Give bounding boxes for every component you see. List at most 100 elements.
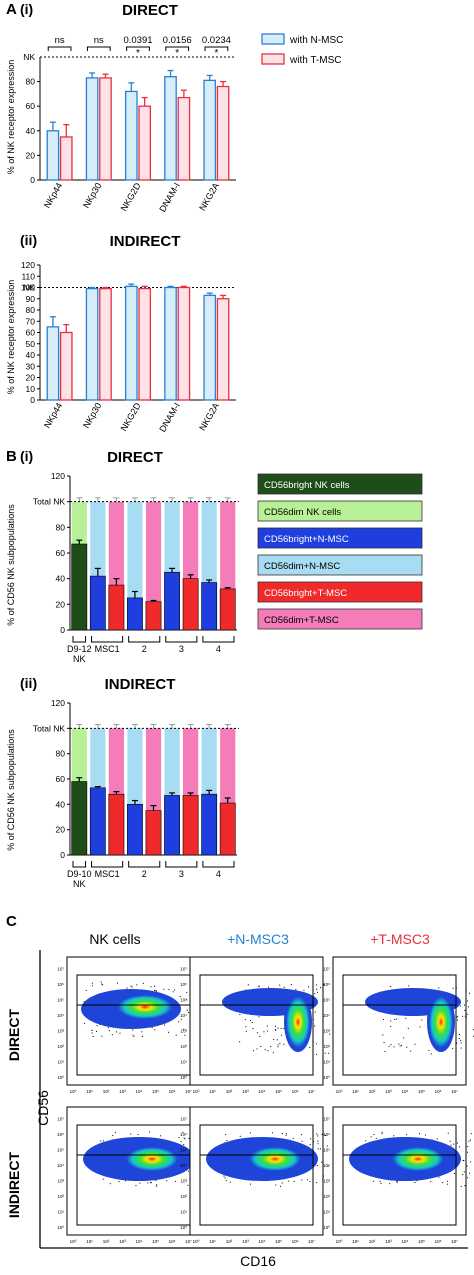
y-tick-label: 120 <box>51 698 65 708</box>
facs-event-dot <box>175 1034 177 1036</box>
bar-n-msc <box>46 326 60 401</box>
facs-y-tick: 10⁵ <box>323 998 330 1003</box>
facs-event-dot <box>323 984 325 986</box>
bar-n-msc <box>203 294 217 401</box>
facs-event-dot <box>258 985 260 987</box>
bar-bright-segment <box>201 793 218 856</box>
facs-event-dot <box>111 1034 113 1036</box>
legend-label: CD56dim NK cells <box>264 507 341 518</box>
bar-t-msc <box>216 85 230 181</box>
facs-event-dot <box>154 989 156 991</box>
bar-bright-segment <box>108 793 125 856</box>
facs-x-tick: 10² <box>369 1239 376 1244</box>
facs-event-dot <box>251 1021 253 1023</box>
facs-x-tick: 10⁴ <box>259 1239 266 1244</box>
facs-event-dot <box>285 1134 287 1136</box>
facs-event-dot <box>260 1046 262 1048</box>
facs-y-tick: 10⁵ <box>323 1148 330 1153</box>
bar-bright-segment <box>164 795 180 856</box>
x-tick-label: NKG2A <box>197 181 221 212</box>
facs-event-dot <box>301 1134 303 1136</box>
y-tick-label: 20 <box>56 599 66 609</box>
bar-bright-segment <box>127 804 143 856</box>
facs-event-dot <box>268 986 270 988</box>
facs-event-dot <box>322 1179 324 1181</box>
facs-event-dot <box>464 1185 466 1187</box>
facs-event-dot <box>179 996 181 998</box>
panel-c-row1-label: DIRECT <box>6 1009 22 1062</box>
facs-y-tick: 10⁶ <box>57 982 64 987</box>
bar-t-msc <box>177 96 191 181</box>
facs-event-dot <box>380 1182 382 1184</box>
facs-event-dot <box>326 1145 328 1147</box>
panel-c-row2-label: INDIRECT <box>6 1152 22 1219</box>
facs-event-dot <box>460 1047 462 1049</box>
facs-event-dot <box>224 1177 226 1179</box>
facs-event-dot <box>315 984 317 986</box>
facs-event-dot <box>388 1045 390 1047</box>
facs-event-dot <box>467 1177 469 1179</box>
facs-x-tick: 10⁰ <box>193 1089 200 1094</box>
facs-event-dot <box>245 1030 247 1032</box>
group-label: MSC1 <box>95 644 120 654</box>
facs-event-dot <box>266 1025 268 1027</box>
facs-event-dot <box>180 1141 182 1143</box>
facs-y-tick: 10¹ <box>57 1210 64 1215</box>
facs-event-dot <box>317 1148 319 1150</box>
x-tick-label: DNAM-I <box>157 401 182 434</box>
bar-bright-segment <box>145 810 162 856</box>
facs-event-dot <box>464 1004 466 1006</box>
facs-event-dot <box>275 1029 277 1031</box>
facs-x-tick: 10² <box>369 1089 376 1094</box>
x-tick-label: NKp30 <box>81 401 103 430</box>
legend-label: with T-MSC <box>289 55 342 66</box>
facs-event-dot <box>188 1137 190 1139</box>
facs-event-dot <box>329 1033 331 1035</box>
facs-event-dot <box>274 1025 276 1027</box>
facs-x-tick: 10⁷ <box>308 1089 315 1094</box>
y-tick-label: 110 <box>21 271 35 281</box>
legend-label: CD56dim+T-MSC <box>264 615 339 626</box>
facs-event-dot <box>316 1053 318 1055</box>
facs-event-dot <box>463 1171 465 1173</box>
facs-event-dot <box>324 1052 326 1054</box>
facs-x-tick: 10⁷ <box>451 1239 458 1244</box>
facs-event-dot <box>277 1044 279 1046</box>
significance-value: 0.0156 <box>163 35 192 46</box>
facs-event-dot <box>83 1023 85 1025</box>
reference-line-label: NK <box>23 52 35 62</box>
facs-event-dot <box>149 1131 151 1133</box>
facs-event-dot <box>172 991 174 993</box>
facs-plot: 10⁰ 10⁰ 10¹ 10¹ 10² 10² 10³ 10³ 10⁴ 10⁴ 10⁵ 10⁵ 10⁶ 1… <box>180 956 338 1094</box>
facs-event-dot <box>91 985 93 987</box>
facs-event-dot <box>141 1035 143 1037</box>
bar-dim-segment <box>108 728 124 795</box>
facs-event-dot <box>135 1185 137 1187</box>
facs-event-dot <box>430 1053 432 1055</box>
legend-swatch <box>257 500 423 522</box>
facs-event-dot <box>100 981 102 983</box>
facs-event-dot <box>453 1173 455 1175</box>
bar-n-msc <box>124 285 138 401</box>
facs-event-dot <box>107 1027 109 1029</box>
y-tick-label: 40 <box>56 574 66 584</box>
legend-swatch-n-msc <box>261 33 285 45</box>
facs-event-dot <box>239 1135 241 1137</box>
facs-event-dot <box>267 1050 269 1052</box>
facs-event-dot <box>375 1137 377 1139</box>
facs-event-dot <box>321 1161 323 1163</box>
facs-y-tick: 10⁷ <box>180 967 187 972</box>
y-tick-label: 30 <box>26 361 36 371</box>
facs-event-dot <box>405 1017 407 1019</box>
group-label: MSC1 <box>95 869 120 879</box>
facs-event-dot <box>288 1180 290 1182</box>
facs-event-dot <box>323 1175 325 1177</box>
facs-y-tick: 10⁵ <box>57 998 64 1003</box>
facs-y-tick: 10⁵ <box>57 1148 64 1153</box>
facs-x-tick: 10⁶ <box>169 1089 176 1094</box>
facs-event-dot <box>430 1180 432 1182</box>
facs-event-dot <box>253 1050 255 1052</box>
panel-c-ylabel: CD56 <box>35 1090 51 1126</box>
facs-event-dot <box>155 1179 157 1181</box>
facs-event-dot <box>472 1029 474 1031</box>
